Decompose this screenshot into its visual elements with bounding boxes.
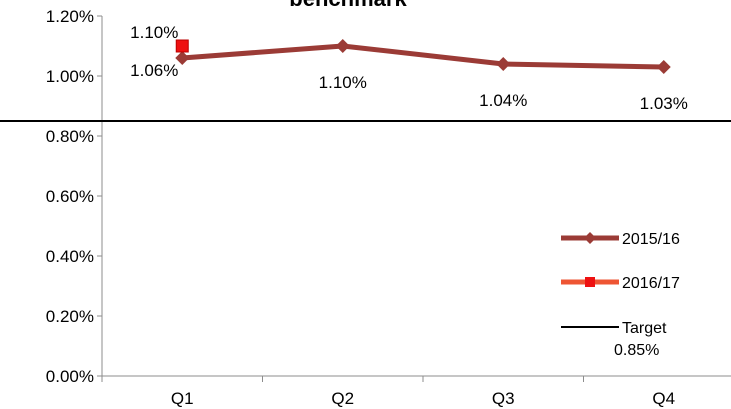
series-2015-16-point: [335, 39, 350, 53]
axes: 0.00% 0.20% 0.40% 0.60% 0.80% 1.00% 1.20% Q1 Q2 Q…: [46, 7, 731, 408]
series-2015-16-point: [656, 60, 671, 74]
x-tick-label: Q4: [652, 389, 675, 408]
y-tick-label: 1.00%: [46, 67, 94, 86]
series-2015-16-point: [175, 51, 190, 65]
data-label-2016-17: 1.10%: [130, 23, 178, 42]
data-label-2015-16: 1.10%: [319, 73, 367, 92]
y-tick-label: 0.40%: [46, 247, 94, 266]
data-label-2015-16: 1.06%: [130, 61, 178, 80]
legend: 2015/16 2016/17 Target 0.85%: [561, 231, 680, 359]
y-tick-label: 0.80%: [46, 127, 94, 146]
y-tick-label: 1.20%: [46, 7, 94, 26]
series-2015-16-point: [496, 57, 511, 71]
legend-label-target-value: 0.85%: [614, 342, 659, 359]
legend-label-2015-16: 2015/16: [622, 231, 680, 248]
chart-title: benchmark: [289, 0, 407, 11]
legend-marker-2016-17: [585, 277, 595, 287]
data-label-2015-16: 1.04%: [479, 91, 527, 110]
legend-marker-2015-16: [584, 232, 596, 244]
y-tick-label: 0.20%: [46, 307, 94, 326]
legend-label-target: Target: [622, 320, 667, 337]
y-tick-label: 0.00%: [46, 367, 94, 386]
x-tick-label: Q1: [171, 389, 194, 408]
x-tick-label: Q2: [331, 389, 354, 408]
series-2015-16-line: [182, 43, 664, 70]
x-tick-label: Q3: [492, 389, 515, 408]
plot-area: 1.06% 1.10% 1.04% 1.03% 1.10%: [0, 23, 731, 122]
series-2016-17-point: [175, 39, 189, 53]
legend-label-2016-17: 2016/17: [622, 275, 680, 292]
y-tick-label: 0.60%: [46, 187, 94, 206]
data-label-2015-16: 1.03%: [640, 94, 688, 113]
